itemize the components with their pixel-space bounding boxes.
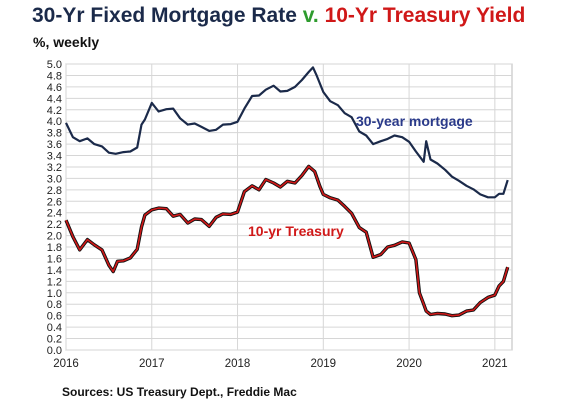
y-tick-label: 3.6 bbox=[47, 139, 62, 151]
y-tick-label: 1.6 bbox=[47, 253, 62, 265]
x-tick-label: 2019 bbox=[311, 358, 337, 370]
series-line-treasury-outline bbox=[64, 164, 510, 318]
title-treasury: 10-Yr Treasury Yield bbox=[324, 4, 526, 27]
x-tick-label: 2021 bbox=[482, 358, 508, 370]
y-tick-label: 1.0 bbox=[47, 288, 62, 300]
y-tick-label: 3.0 bbox=[47, 173, 62, 185]
y-tick-label: 0.0 bbox=[47, 345, 62, 357]
x-tick-label: 2018 bbox=[225, 358, 251, 370]
y-tick-label: 5.0 bbox=[47, 59, 62, 71]
y-tick-label: 0.4 bbox=[47, 322, 62, 334]
plot-frame bbox=[65, 63, 513, 351]
y-tick-label: 2.0 bbox=[47, 231, 62, 243]
series-group bbox=[64, 66, 510, 318]
y-tick-label: 3.2 bbox=[47, 162, 62, 174]
source-note: Sources: US Treasury Dept., Freddie Mac bbox=[62, 385, 297, 399]
y-tick-label: 2.4 bbox=[47, 208, 62, 220]
x-tick-label: 2016 bbox=[53, 358, 79, 370]
y-tick-label: 4.8 bbox=[47, 70, 62, 82]
annotation-treasury: 10-yr Treasury bbox=[248, 223, 344, 239]
y-tick-label: 1.4 bbox=[47, 265, 62, 277]
y-tick-label: 2.6 bbox=[47, 196, 62, 208]
grid bbox=[65, 63, 513, 351]
series-line-mortgage bbox=[65, 66, 509, 199]
y-tick-label: 2.8 bbox=[47, 185, 62, 197]
series-line-treasury bbox=[65, 165, 509, 317]
axes: 0.00.20.40.60.81.01.21.41.61.82.02.22.42… bbox=[47, 59, 508, 370]
y-tick-label: 1.2 bbox=[47, 276, 62, 288]
chart-title: 30-Yr Fixed Mortgage Rate v. 10-Yr Treas… bbox=[32, 4, 525, 28]
y-tick-label: 2.2 bbox=[47, 219, 62, 231]
y-tick-label: 0.2 bbox=[47, 334, 62, 346]
y-tick-label: 4.4 bbox=[47, 93, 62, 105]
y-tick-label: 4.2 bbox=[47, 105, 62, 117]
y-tick-label: 0.8 bbox=[47, 299, 62, 311]
x-tick-label: 2017 bbox=[139, 358, 165, 370]
title-separator: v. bbox=[302, 4, 319, 27]
annotations: 30-year mortgage 10-yr Treasury bbox=[248, 113, 473, 239]
x-tick-label: 2020 bbox=[396, 358, 422, 370]
y-tick-label: 3.8 bbox=[47, 128, 62, 140]
y-tick-label: 4.0 bbox=[47, 116, 62, 128]
y-tick-label: 1.8 bbox=[47, 242, 62, 254]
title-mortgage: 30-Yr Fixed Mortgage Rate bbox=[32, 4, 297, 27]
y-tick-label: 3.4 bbox=[47, 151, 62, 163]
y-tick-label: 0.6 bbox=[47, 311, 62, 323]
annotation-mortgage: 30-year mortgage bbox=[356, 113, 473, 129]
chart-subtitle: %, weekly bbox=[33, 34, 100, 50]
y-tick-label: 4.6 bbox=[47, 82, 62, 94]
